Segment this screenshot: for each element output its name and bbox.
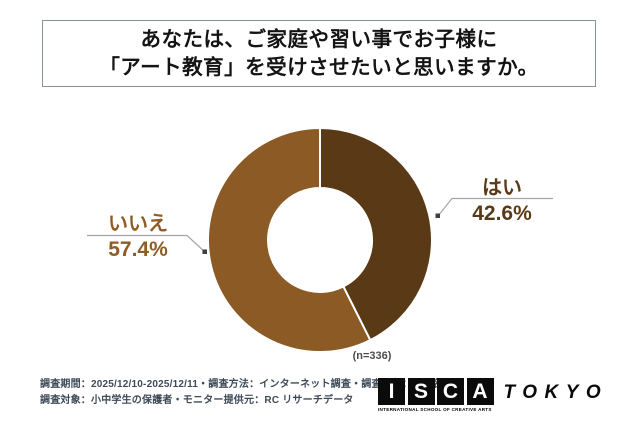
question-title-box: あなたは、ご家庭や習い事でお子様に 「アート教育」を受けさせたいと思いますか。 (42, 20, 596, 87)
label-yes-name: はい (482, 177, 522, 199)
label-yes-percent: 42.6% (472, 202, 532, 225)
leader-line-yes (437, 197, 553, 217)
isca-letter-square-s: S (407, 378, 435, 405)
leader-line-no (87, 234, 206, 253)
isca-letter-square-i: I (378, 378, 405, 405)
survey-details-line-2: 調査対象：小中学生の保護者・モニター提供元：RC リサーチデータ (40, 394, 354, 406)
label-no-percent: 57.4% (108, 238, 168, 261)
isca-logo-block: I S C A INTERNATIONAL SCHOOL OF CREATIVE… (378, 378, 494, 412)
survey-details-line-1: 調査期間：2025/12/10-2025/12/11・調査方法：インターネット調… (40, 379, 443, 390)
donut-segment-no (207, 126, 372, 353)
isca-letter-square-c: C (437, 378, 464, 405)
logo-city-text: TOKYO (503, 382, 609, 403)
label-no-name: いいえ (108, 213, 168, 235)
isca-tokyo-logo: I S C A INTERNATIONAL SCHOOL OF CREATIVE… (378, 378, 608, 412)
sample-size-note: (n=336) (352, 350, 392, 362)
question-title-line-1: あなたは、ご家庭や習い事でお子様に (140, 27, 498, 51)
question-title-line-2: 「アート教育」を受けさせたいと思いますか。 (99, 55, 539, 79)
isca-letter-square-a: A (466, 378, 494, 405)
isca-letter-squares: I S C A (378, 378, 494, 405)
leader-dot-yes (435, 213, 440, 218)
survey-details: 調査期間：2025/12/10-2025/12/11・調査方法：インターネット調… (40, 377, 443, 408)
donut-segment-yes (319, 126, 433, 342)
donut-segments-group (207, 126, 433, 353)
logo-caption: INTERNATIONAL SCHOOL OF CREATIVE ARTS (378, 406, 492, 412)
leader-dot-no (202, 249, 207, 254)
